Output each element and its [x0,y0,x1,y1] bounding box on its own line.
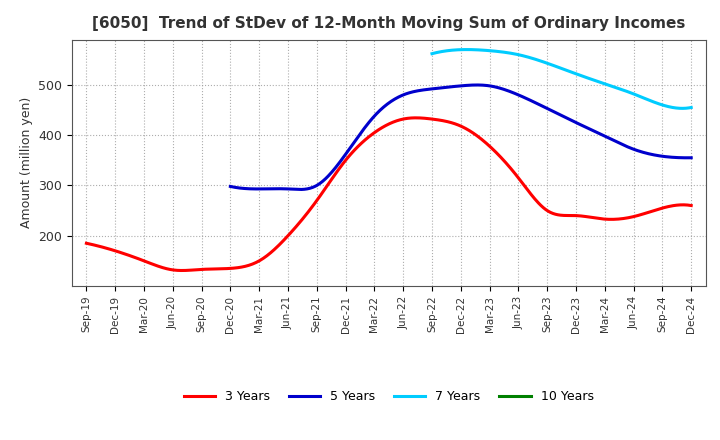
Line: 3 Years: 3 Years [86,118,691,271]
7 Years [678,106,687,111]
5 Years [477,82,486,88]
5 Years [472,82,481,88]
5 Years [502,88,510,93]
5 Years [687,155,696,161]
5 Years [226,184,235,189]
7 Years [552,64,560,69]
5 Years [446,84,454,89]
3 Years [675,202,683,208]
7 Years [428,51,436,56]
Legend: 3 Years, 5 Years, 7 Years, 10 Years: 3 Years, 5 Years, 7 Years, 10 Years [179,385,598,408]
7 Years [682,106,690,111]
7 Years [582,75,591,81]
7 Years [687,105,696,110]
Y-axis label: Amount (million yen): Amount (million yen) [19,97,32,228]
3 Years [412,115,420,121]
3 Years [178,268,186,273]
3 Years [580,214,589,219]
5 Years [606,136,614,141]
3 Years [444,119,453,125]
3 Years [374,127,383,132]
Line: 7 Years: 7 Years [432,50,691,108]
5 Years [678,155,686,160]
Title: [6050]  Trend of StDev of 12-Month Moving Sum of Ordinary Incomes: [6050] Trend of StDev of 12-Month Moving… [92,16,685,32]
7 Years [569,70,577,75]
7 Years [641,96,649,101]
7 Years [553,64,562,70]
7 Years [462,47,471,52]
5 Years [295,187,304,192]
3 Years [687,203,696,208]
3 Years [82,241,91,246]
3 Years [410,115,419,121]
Line: 5 Years: 5 Years [230,85,691,190]
5 Years [449,84,457,89]
3 Years [371,130,379,135]
